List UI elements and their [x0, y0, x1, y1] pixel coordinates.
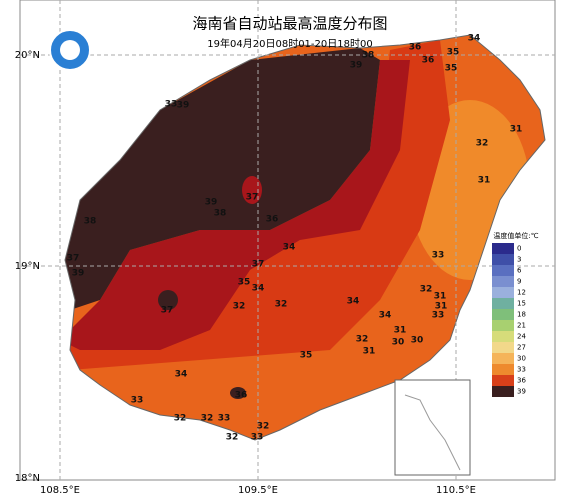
legend-swatch	[492, 375, 514, 386]
lat-label: 20°N	[15, 50, 40, 61]
contour-label: 39	[177, 101, 190, 111]
contour-label: 38	[362, 51, 375, 61]
contour-label: 32	[275, 300, 288, 310]
contour-label: 31	[478, 176, 491, 186]
contour-label: 35	[445, 64, 458, 74]
legend-tick-label: 12	[517, 289, 526, 297]
legend-swatch	[492, 243, 514, 254]
contour-label: 36	[235, 391, 248, 401]
contour-label: 38	[214, 209, 227, 219]
lat-label: 18°N	[15, 473, 40, 484]
contour-label: 31	[363, 347, 376, 357]
contour-label: 30	[392, 338, 405, 348]
contour-label: 39	[205, 198, 218, 208]
legend-swatch	[492, 254, 514, 265]
lon-label: 110.5°E	[436, 485, 476, 496]
contour-label: 33	[218, 414, 231, 424]
legend-swatch	[492, 298, 514, 309]
map-title: 海南省自动站最高温度分布图	[192, 15, 387, 33]
contour-label: 33	[432, 311, 445, 321]
contour-label: 33	[432, 251, 445, 261]
contour-label: 33	[165, 100, 178, 110]
legend-swatch	[492, 320, 514, 331]
legend-swatch	[492, 265, 514, 276]
legend-tick-label: 30	[517, 355, 526, 363]
contour-label: 34	[468, 34, 481, 44]
contour-label: 36	[409, 43, 422, 53]
contour-label: 31	[435, 302, 448, 312]
contour-label: 35	[238, 278, 251, 288]
coastline	[64, 34, 546, 441]
contour-label: 33	[131, 396, 144, 406]
contour-label: 35	[300, 351, 313, 361]
contour-label: 36	[422, 56, 435, 66]
contour-label: 32	[174, 414, 187, 424]
legend-tick-label: 33	[517, 366, 526, 374]
contour-label: 37	[246, 193, 259, 203]
contour-label: 33	[251, 433, 264, 443]
legend-swatch	[492, 353, 514, 364]
legend-title: 温度值单位:℃	[493, 231, 538, 240]
contour-label: 39	[350, 61, 363, 71]
legend-tick-label: 39	[517, 388, 526, 396]
legend-swatch	[492, 342, 514, 353]
legend-swatch	[492, 386, 514, 397]
contour-label: 35	[447, 48, 460, 58]
contour-label: 37	[252, 260, 265, 270]
contour-label: 34	[283, 243, 296, 253]
legend-tick-label: 21	[517, 322, 526, 330]
legend-tick-label: 6	[517, 267, 522, 275]
legend-tick-label: 36	[517, 377, 526, 385]
legend-tick-label: 3	[517, 256, 521, 264]
map-subtitle: 19年04月20日08时01-20日18时00	[207, 37, 372, 50]
contour-label: 34	[175, 370, 188, 380]
legend-tick-label: 15	[517, 300, 526, 308]
contour-label: 31	[510, 125, 523, 135]
legend-tick-label: 9	[517, 278, 521, 286]
inset-coast	[404, 394, 461, 471]
legend-tick-label: 24	[517, 333, 526, 341]
contour-label: 34	[347, 297, 360, 307]
lat-label: 19°N	[15, 261, 40, 272]
contour-label: 32	[356, 335, 369, 345]
legend-tick-label: 27	[517, 344, 526, 352]
contour-label: 32	[233, 302, 246, 312]
contour-label: 30	[411, 336, 424, 346]
contour-label: 31	[434, 292, 447, 302]
legend-swatch	[492, 287, 514, 298]
contour-label: 38	[84, 217, 97, 227]
legend-swatch	[492, 309, 514, 320]
contour-label: 31	[394, 326, 407, 336]
contour-label: 36	[266, 215, 279, 225]
contour-label: 32	[226, 433, 239, 443]
contour-label: 37	[161, 306, 174, 316]
contour-label: 32	[257, 422, 270, 432]
contour-label: 32	[420, 285, 433, 295]
lon-label: 108.5°E	[40, 485, 80, 496]
legend-swatch	[492, 364, 514, 375]
contour-label: 34	[379, 311, 392, 321]
contour-label: 34	[252, 284, 265, 294]
legend-tick-label: 18	[517, 311, 526, 319]
contour-label: 37	[67, 254, 80, 264]
contour-label: 32	[201, 414, 214, 424]
legend-swatch	[492, 331, 514, 342]
inset-map	[394, 379, 471, 476]
legend-swatch	[492, 276, 514, 287]
contour-label: 32	[476, 139, 489, 149]
lon-label: 109.5°E	[238, 485, 278, 496]
contour-label: 39	[72, 269, 85, 279]
logo	[49, 29, 91, 71]
legend-tick-label: 0	[517, 245, 521, 253]
